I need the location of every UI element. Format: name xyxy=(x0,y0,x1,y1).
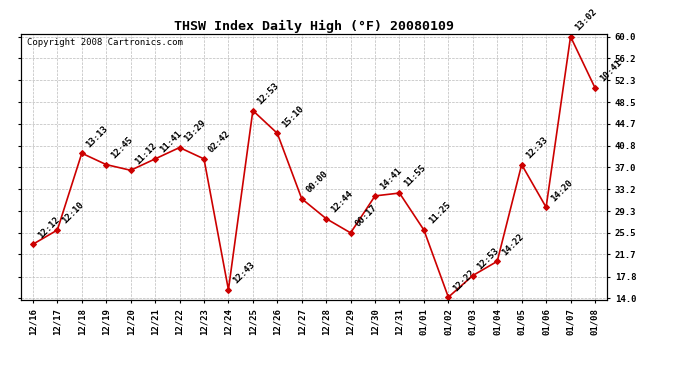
Text: 14:41: 14:41 xyxy=(378,166,403,192)
Text: 10:41: 10:41 xyxy=(598,58,623,84)
Point xyxy=(321,216,332,222)
Text: 11:25: 11:25 xyxy=(426,201,452,226)
Point xyxy=(272,130,283,136)
Point xyxy=(516,162,527,168)
Point xyxy=(223,287,234,293)
Point xyxy=(101,162,112,168)
Point xyxy=(467,273,478,279)
Text: 12:45: 12:45 xyxy=(109,135,135,160)
Point xyxy=(150,156,161,162)
Text: 12:53: 12:53 xyxy=(255,81,281,106)
Text: 12:22: 12:22 xyxy=(451,268,477,293)
Text: 12:43: 12:43 xyxy=(231,260,257,286)
Text: 14:22: 14:22 xyxy=(500,232,525,257)
Point xyxy=(247,108,258,114)
Point xyxy=(370,193,381,199)
Point xyxy=(418,227,429,233)
Text: 12:10: 12:10 xyxy=(60,201,86,226)
Point xyxy=(77,150,88,156)
Text: Copyright 2008 Cartronics.com: Copyright 2008 Cartronics.com xyxy=(26,38,182,47)
Point xyxy=(540,204,551,210)
Point xyxy=(589,85,600,91)
Text: 02:42: 02:42 xyxy=(207,129,232,155)
Text: 12:33: 12:33 xyxy=(524,135,550,160)
Point xyxy=(296,196,307,202)
Text: 12:12: 12:12 xyxy=(36,215,61,240)
Text: 15:10: 15:10 xyxy=(280,104,306,129)
Point xyxy=(199,156,210,162)
Text: 00:17: 00:17 xyxy=(353,203,379,229)
Text: 13:13: 13:13 xyxy=(85,124,110,149)
Point xyxy=(125,167,136,173)
Text: 12:44: 12:44 xyxy=(329,189,354,214)
Text: 13:29: 13:29 xyxy=(182,118,208,143)
Text: 12:53: 12:53 xyxy=(475,246,501,272)
Text: 11:55: 11:55 xyxy=(402,164,428,189)
Point xyxy=(52,227,63,233)
Point xyxy=(345,230,356,236)
Point xyxy=(28,241,39,247)
Text: 13:02: 13:02 xyxy=(573,7,599,32)
Point xyxy=(174,144,185,150)
Point xyxy=(565,34,576,40)
Point xyxy=(492,258,503,264)
Point xyxy=(443,294,454,300)
Title: THSW Index Daily High (°F) 20080109: THSW Index Daily High (°F) 20080109 xyxy=(174,20,454,33)
Text: 11:41: 11:41 xyxy=(158,129,184,155)
Text: 00:00: 00:00 xyxy=(304,169,330,195)
Point xyxy=(394,190,405,196)
Text: 14:20: 14:20 xyxy=(549,178,574,203)
Text: 11:12: 11:12 xyxy=(133,141,159,166)
